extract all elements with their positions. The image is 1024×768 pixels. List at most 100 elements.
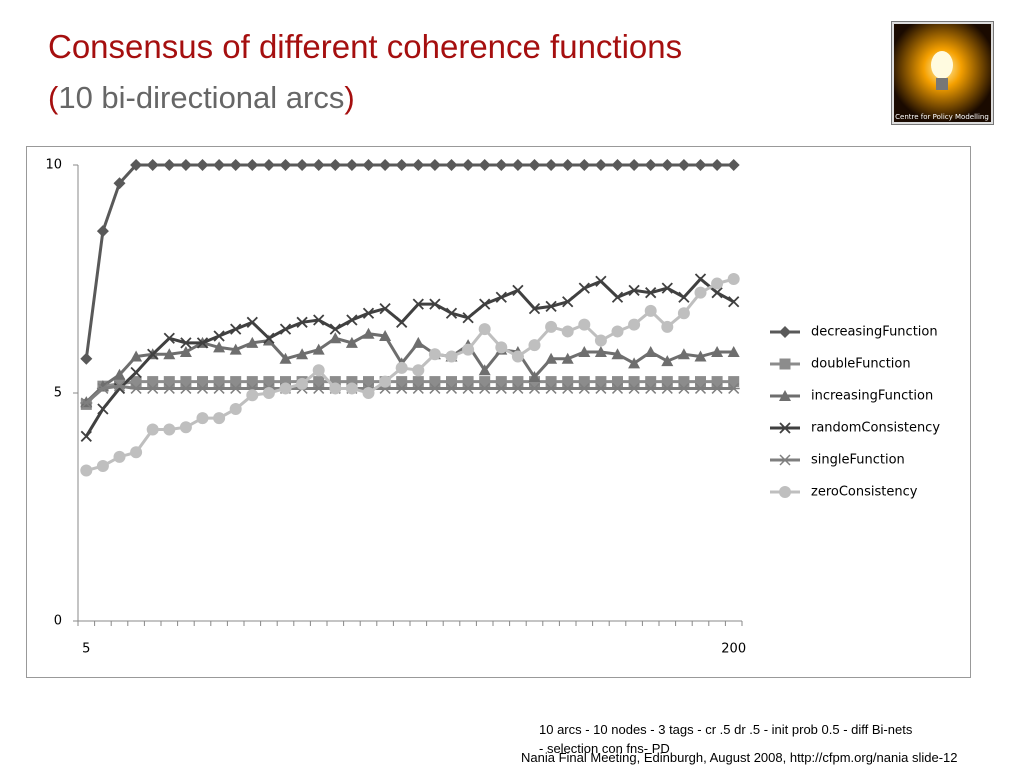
marker: [113, 380, 126, 392]
marker: [412, 364, 425, 377]
marker: [445, 382, 458, 394]
marker: [445, 307, 458, 319]
marker: [711, 345, 724, 357]
series-line: [85, 276, 735, 438]
chart: 0 5 10 5 200 decreasingFunction doubleFunction…: [26, 146, 971, 678]
marker: [230, 376, 242, 388]
marker: [329, 382, 342, 395]
marker: [578, 159, 591, 171]
marker: [179, 159, 192, 171]
marker: [428, 159, 441, 171]
marker: [147, 348, 159, 360]
marker: [462, 312, 474, 324]
marker: [279, 352, 292, 364]
marker: [728, 296, 740, 308]
x-tick-label: 5: [82, 642, 90, 657]
marker: [595, 376, 607, 388]
marker: [213, 382, 226, 394]
marker: [213, 376, 225, 388]
marker: [346, 376, 358, 388]
logo-text: Centre for Policy Modelling: [895, 113, 989, 121]
marker: [130, 382, 143, 394]
footer: Nania Final Meeting, Edinburgh, August 2…: [521, 750, 958, 765]
marker: [578, 282, 590, 294]
marker: [711, 382, 724, 394]
marker: [163, 159, 176, 171]
marker: [678, 291, 690, 303]
marker: [462, 159, 475, 171]
marker: [545, 376, 557, 388]
marker: [246, 159, 259, 171]
marker: [677, 307, 690, 320]
slide-subtitle: (10 bi-directional arcs): [48, 80, 355, 116]
marker: [694, 286, 707, 299]
marker: [262, 387, 275, 399]
marker: [329, 332, 342, 344]
marker: [429, 298, 441, 310]
marker: [246, 376, 258, 388]
marker: [478, 323, 491, 336]
marker: [114, 378, 125, 390]
marker: [578, 318, 591, 331]
marker: [395, 361, 408, 374]
marker: [628, 159, 641, 171]
marker: [196, 337, 209, 349]
marker: [511, 350, 524, 363]
marker: [628, 376, 640, 388]
marker: [661, 376, 673, 388]
marker: [727, 345, 740, 357]
marker: [229, 402, 242, 415]
marker: [727, 382, 740, 394]
marker: [611, 325, 624, 338]
marker: [594, 159, 607, 171]
marker: [528, 159, 541, 171]
marker: [645, 287, 657, 299]
marker: [96, 382, 109, 394]
marker: [80, 352, 93, 365]
marker: [578, 382, 591, 394]
marker: [495, 159, 508, 171]
marker: [279, 159, 292, 171]
marker: [313, 314, 325, 326]
x-tick-label: 200: [721, 642, 746, 657]
marker: [96, 225, 109, 238]
subtitle-text: 10 bi-directional arcs: [58, 80, 345, 115]
marker: [146, 382, 159, 394]
legend-label: doubleFunction: [811, 357, 911, 372]
marker: [329, 376, 341, 388]
marker: [312, 343, 325, 355]
marker: [312, 364, 325, 377]
marker: [711, 277, 724, 290]
marker: [677, 382, 690, 394]
marker: [644, 304, 657, 317]
marker: [296, 377, 309, 390]
legend-marker: [779, 326, 791, 338]
legend-marker: [779, 454, 791, 466]
legend-marker: [779, 358, 791, 370]
marker: [412, 382, 425, 394]
marker: [528, 303, 541, 315]
marker: [130, 446, 143, 459]
marker: [562, 296, 574, 308]
marker: [644, 382, 657, 394]
marker: [495, 291, 507, 303]
marker: [379, 303, 391, 315]
marker: [728, 376, 740, 388]
marker: [412, 376, 424, 388]
marker: [363, 376, 374, 388]
marker: [130, 376, 142, 388]
marker: [80, 464, 93, 477]
marker: [213, 341, 226, 353]
marker: [661, 382, 674, 394]
marker: [694, 159, 707, 171]
marker: [727, 273, 740, 285]
marker: [479, 298, 491, 310]
marker: [262, 334, 275, 346]
marker: [346, 314, 358, 326]
marker: [213, 159, 226, 171]
note-line: 10 arcs - 10 nodes - 3 tags - cr .5 dr .…: [539, 722, 913, 737]
marker: [479, 376, 491, 388]
marker: [512, 376, 524, 388]
marker: [545, 300, 557, 312]
chart-frame: [26, 146, 971, 678]
